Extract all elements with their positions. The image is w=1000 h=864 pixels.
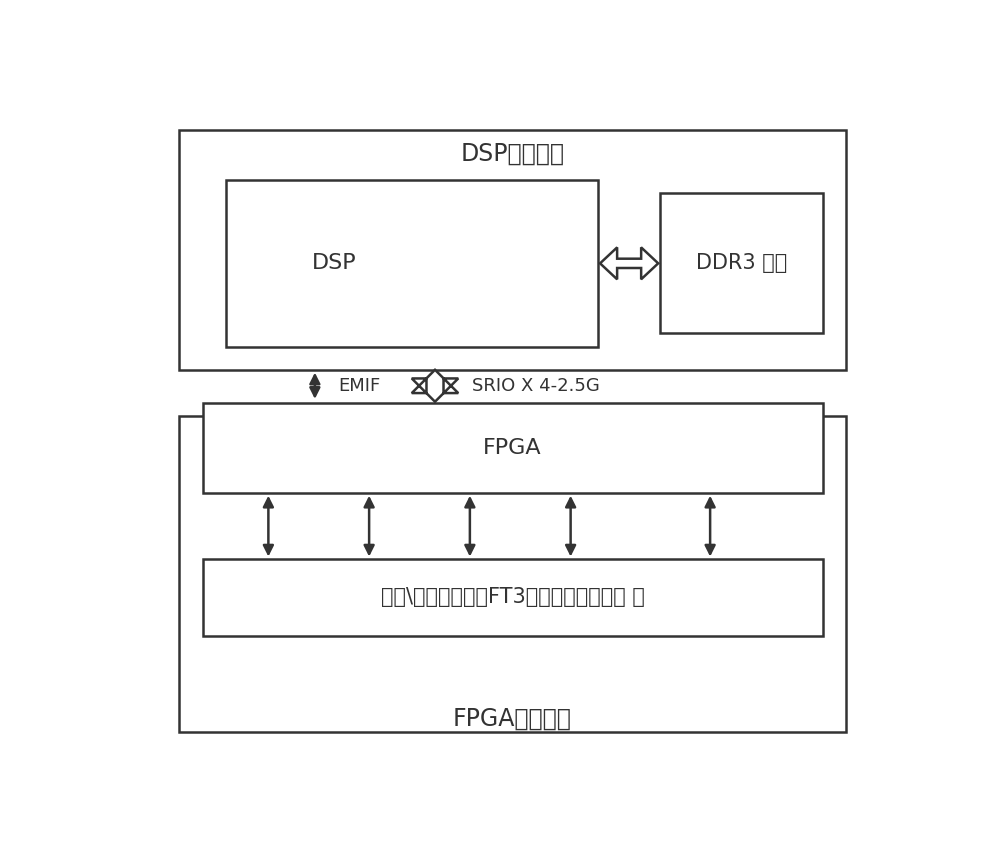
Bar [202, 559, 822, 636]
Text: FPGA及子系统: FPGA及子系统 [453, 707, 572, 731]
Text: 千兆\百兆光网口、FT3接口、模拟量接口 等: 千兆\百兆光网口、FT3接口、模拟量接口 等 [381, 588, 644, 607]
Bar [226, 181, 598, 346]
Text: DDR3 内存: DDR3 内存 [696, 253, 787, 273]
Polygon shape [412, 370, 458, 402]
Bar [202, 403, 822, 492]
Text: EMIF: EMIF [338, 377, 380, 395]
Text: FPGA: FPGA [483, 438, 542, 458]
Bar [179, 130, 846, 370]
Bar [179, 416, 846, 733]
Polygon shape [600, 247, 658, 279]
Text: DSP及子系统: DSP及子系统 [460, 142, 564, 166]
Bar [660, 194, 822, 334]
Text: SRIO X 4-2.5G: SRIO X 4-2.5G [472, 377, 600, 395]
Text: DSP: DSP [312, 253, 357, 273]
